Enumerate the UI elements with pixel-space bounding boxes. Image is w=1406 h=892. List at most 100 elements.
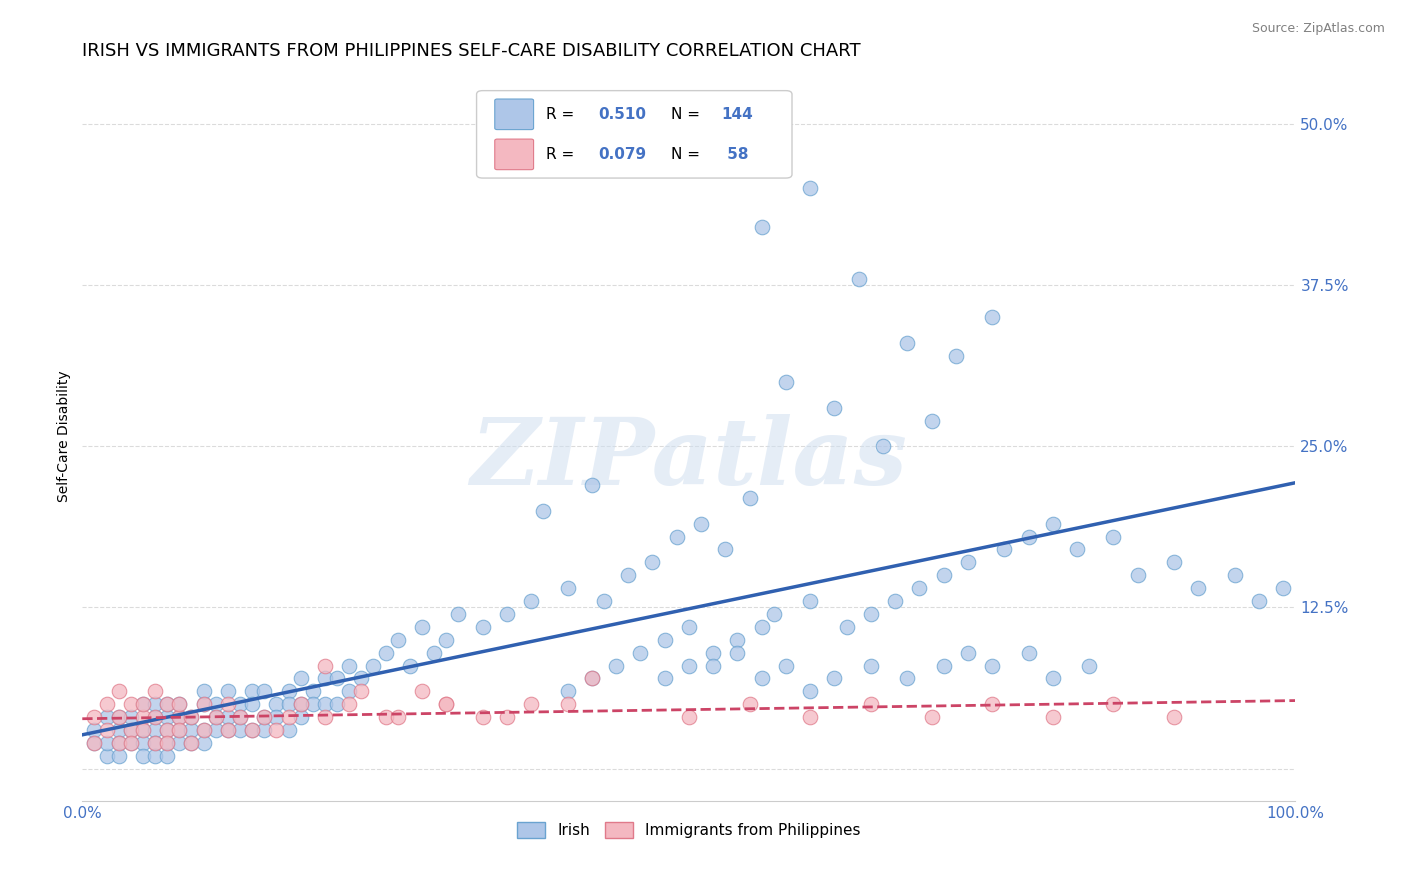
Point (1272, 581, 1295, 595)
Point (654, 672, 676, 686)
Point (520, 594, 543, 608)
Point (678, 658, 700, 673)
Point (557, 684, 579, 698)
Point (156, 697, 179, 711)
Text: 144: 144 (721, 107, 754, 122)
Point (204, 697, 226, 711)
Point (217, 697, 239, 711)
Point (132, 697, 155, 711)
Point (859, 607, 882, 621)
Text: R =: R = (546, 147, 579, 161)
Point (350, 672, 373, 686)
Point (1223, 568, 1246, 582)
Point (240, 723, 263, 737)
Point (557, 697, 579, 711)
Point (702, 658, 724, 673)
Point (363, 658, 385, 673)
Point (132, 697, 155, 711)
Point (1042, 516, 1064, 531)
Point (387, 632, 409, 647)
Text: N =: N = (671, 107, 704, 122)
Point (156, 748, 179, 763)
Point (143, 684, 166, 698)
Point (229, 710, 252, 724)
Point (921, 413, 943, 427)
Point (762, 607, 785, 621)
Point (290, 697, 312, 711)
Point (132, 723, 155, 737)
Text: 0.079: 0.079 (598, 147, 645, 161)
Point (374, 710, 396, 724)
Point (132, 748, 155, 763)
Point (1126, 568, 1149, 582)
Point (434, 697, 457, 711)
Point (277, 723, 299, 737)
Point (447, 607, 470, 621)
Point (120, 723, 142, 737)
Point (641, 555, 664, 569)
Point (83, 723, 105, 737)
Point (107, 723, 129, 737)
Point (411, 620, 433, 634)
Point (107, 748, 129, 763)
Point (266, 710, 288, 724)
Point (156, 736, 179, 750)
Point (872, 439, 894, 453)
Point (120, 736, 142, 750)
Point (799, 181, 821, 195)
Point (96, 723, 118, 737)
Point (314, 697, 336, 711)
Point (738, 697, 761, 711)
Point (1187, 581, 1209, 595)
Point (217, 723, 239, 737)
Text: R =: R = (546, 107, 579, 122)
Point (217, 710, 239, 724)
Point (193, 736, 215, 750)
Point (143, 748, 166, 763)
Point (1163, 555, 1185, 569)
Point (193, 723, 215, 737)
Point (1066, 542, 1088, 557)
Point (143, 736, 166, 750)
Point (266, 697, 288, 711)
Point (581, 672, 603, 686)
Point (143, 710, 166, 724)
Point (143, 697, 166, 711)
Point (1018, 530, 1040, 544)
Point (665, 530, 688, 544)
Point (107, 736, 129, 750)
Point (96, 697, 118, 711)
Point (143, 736, 166, 750)
Point (981, 697, 1004, 711)
Point (290, 710, 312, 724)
Point (290, 697, 312, 711)
Point (169, 710, 191, 724)
Point (932, 568, 955, 582)
Point (301, 697, 323, 711)
Point (1163, 710, 1185, 724)
Point (1042, 710, 1064, 724)
Point (896, 336, 918, 351)
Point (945, 349, 967, 363)
Point (956, 646, 979, 660)
Point (193, 723, 215, 737)
Point (107, 710, 129, 724)
Point (156, 723, 179, 737)
Point (581, 672, 603, 686)
Point (229, 710, 252, 724)
Point (617, 568, 640, 582)
Point (921, 710, 943, 724)
Point (1042, 672, 1064, 686)
Point (156, 710, 179, 724)
Point (240, 697, 263, 711)
Point (204, 710, 226, 724)
Point (398, 658, 420, 673)
Point (884, 594, 907, 608)
Point (751, 620, 773, 634)
Text: ZIPatlas: ZIPatlas (471, 414, 907, 503)
Point (229, 723, 252, 737)
Point (496, 607, 519, 621)
Point (423, 646, 446, 660)
Point (96, 736, 118, 750)
Point (193, 697, 215, 711)
